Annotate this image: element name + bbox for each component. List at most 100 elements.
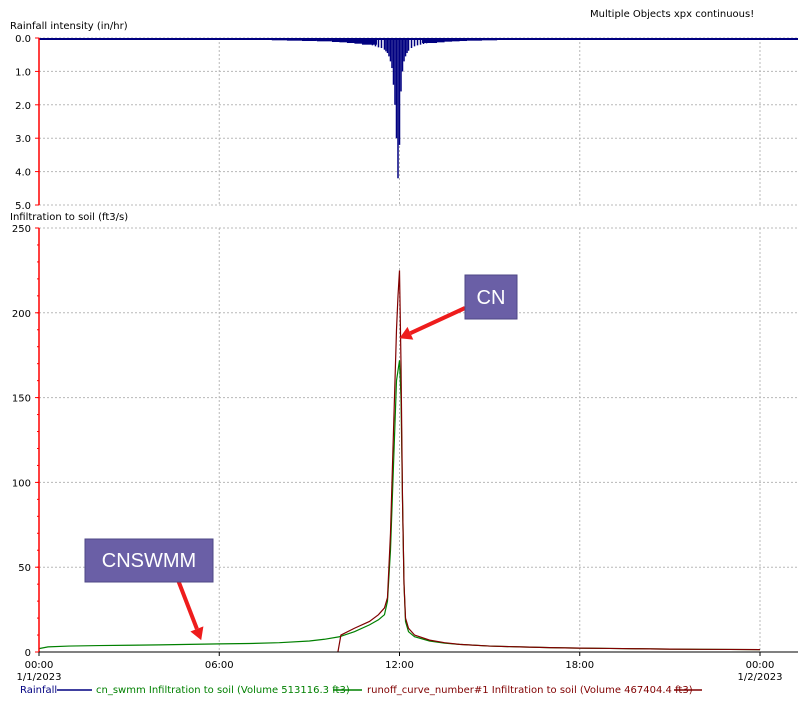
x-tick-label: 00:00 <box>746 660 775 671</box>
rainfall-bar <box>407 38 410 51</box>
rainfall-bar <box>316 38 332 42</box>
rainfall-bar <box>196 38 212 40</box>
rainfall-bar <box>398 38 401 145</box>
rainfall-bar <box>647 38 663 39</box>
rainfall-bar <box>395 38 398 139</box>
rainfall-bar <box>211 38 227 40</box>
rainfall-tick-label: 2.0 <box>15 101 31 112</box>
rainfall-bar <box>557 38 573 40</box>
rainfall-bar <box>271 38 287 41</box>
legend-item-label: Rainfall <box>20 685 57 696</box>
rainfall-bar <box>397 38 399 179</box>
rainfall-tick-label: 0.0 <box>15 34 31 45</box>
rainfall-bar <box>389 38 392 62</box>
rainfall-tick-label: 3.0 <box>15 134 31 145</box>
rainfall-bar <box>331 38 347 43</box>
rainfall-bar <box>286 38 302 41</box>
infiltration-tick-label: 150 <box>12 394 31 405</box>
infiltration-y-ticks: 0 50 100 150 200 250 <box>12 224 39 659</box>
rainfall-bar <box>226 38 242 40</box>
rainfall-bar <box>61 38 77 39</box>
rainfall-bar <box>707 38 723 39</box>
rainfall-bar <box>256 38 272 40</box>
rainfall-bar <box>76 38 92 39</box>
rainfall-bar <box>121 38 137 39</box>
infiltration-tick-label: 50 <box>18 563 31 574</box>
rainfall-bar <box>136 38 152 39</box>
rainfall-bar <box>722 38 738 39</box>
rainfall-tick-label: 1.0 <box>15 67 31 78</box>
rainfall-bar <box>406 38 408 54</box>
legend: Rainfall cn_swmm Infiltration to soil (Vo… <box>20 685 702 696</box>
rainfall-bar <box>166 38 182 40</box>
rainfall-bar <box>587 38 603 40</box>
infiltration-gridlines <box>38 227 798 653</box>
rainfall-bar <box>301 38 317 42</box>
window-title: Multiple Objects xpx continuous! <box>590 9 754 20</box>
rainfall-bar <box>241 38 257 40</box>
rainfall-bar <box>737 38 753 39</box>
rainfall-bar <box>413 38 416 47</box>
infiltration-tick-label: 100 <box>12 478 31 489</box>
rainfall-bar <box>374 38 377 47</box>
rainfall-bar <box>467 38 483 41</box>
rainfall-bar <box>394 38 396 105</box>
x-tick-label: 06:00 <box>205 660 234 671</box>
rainfall-bar <box>377 38 380 48</box>
rainfall-bar <box>452 38 468 42</box>
rainfall-bar <box>392 38 395 85</box>
rainfall-bar <box>602 38 618 39</box>
series-line-runoff-curve-number <box>337 270 761 653</box>
rainfall-y-axis-label: Rainfall intensity (in/hr) <box>10 21 128 32</box>
rainfall-bar <box>400 38 402 92</box>
callout-cn: CN <box>399 274 518 340</box>
rainfall-bar <box>383 38 386 50</box>
rainfall-bar <box>416 38 419 46</box>
rainfall-y-ticks: 0.0 1.0 2.0 3.0 4.0 5.0 <box>15 34 39 212</box>
rainfall-bar <box>419 38 422 45</box>
rainfall-bar <box>617 38 633 39</box>
rainfall-bar <box>371 38 374 46</box>
rainfall-bar <box>512 38 528 40</box>
x-tick-label: 00:00 <box>25 660 54 671</box>
rainfall-bar <box>422 38 438 44</box>
rainfall-gridlines <box>38 37 798 206</box>
x-tick-label: 18:00 <box>565 660 594 671</box>
infiltration-series <box>38 270 761 653</box>
rainfall-bar <box>662 38 678 39</box>
rainfall-bar <box>181 38 197 40</box>
callout-cnswmm-arrow <box>176 579 199 630</box>
rainfall-bar <box>403 38 405 62</box>
callout-cnswmm-text: CNSWMM <box>102 550 196 572</box>
callout-cnswmm-box <box>84 538 214 583</box>
rainfall-bar <box>497 38 513 40</box>
rainfall-bar <box>527 38 543 40</box>
infiltration-tick-label: 250 <box>12 224 31 235</box>
rainfall-bar <box>404 38 407 57</box>
rainfall-bar <box>677 38 693 39</box>
rainfall-series <box>39 38 798 179</box>
x-tick-date-label: 1/1/2023 <box>17 672 62 683</box>
legend-item-label: cn_swmm Infiltration to soil (Volume 513… <box>96 685 350 696</box>
rainfall-bar <box>380 38 383 49</box>
rainfall-tick-label: 5.0 <box>15 201 31 212</box>
callout-cn-arrowhead <box>399 326 414 340</box>
rainfall-bar <box>572 38 588 40</box>
rainfall-bar <box>385 38 387 52</box>
callout-cn-text: CN <box>477 287 506 309</box>
callout-cnswmm-arrowhead <box>190 626 204 641</box>
legend-item-label: runoff_curve_number#1 Infiltration to so… <box>367 685 693 696</box>
infiltration-tick-label: 0 <box>25 648 31 659</box>
rainfall-bar <box>46 38 62 39</box>
rainfall-bar <box>482 38 498 41</box>
infiltration-tick-label: 200 <box>12 309 31 320</box>
rainfall-bar <box>692 38 708 39</box>
rainfall-bar <box>388 38 390 57</box>
rainfall-bar <box>361 38 377 45</box>
x-tick-label: 12:00 <box>385 660 414 671</box>
rainfall-bar <box>106 38 122 39</box>
rainfall-bar <box>386 38 389 54</box>
rainfall-bar <box>401 38 404 72</box>
